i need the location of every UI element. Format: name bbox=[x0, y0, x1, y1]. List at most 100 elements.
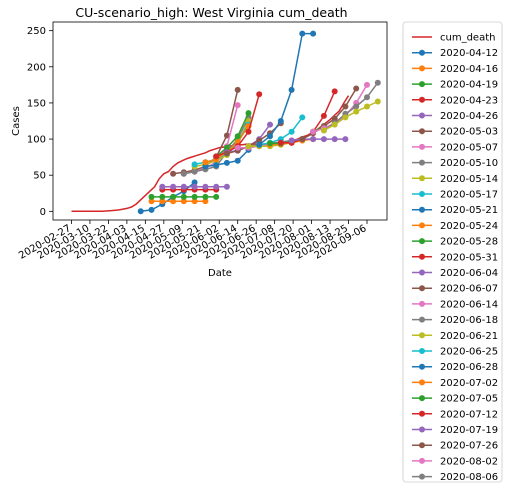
legend-swatch-marker bbox=[419, 175, 425, 182]
legend-label: 2020-08-02 bbox=[440, 456, 498, 467]
data-point bbox=[180, 170, 187, 177]
data-point bbox=[288, 86, 295, 93]
legend-label: cum_death bbox=[440, 33, 495, 44]
forecast-series bbox=[148, 198, 209, 205]
series-line bbox=[215, 112, 250, 157]
chart-title: CU-scenario_high: West Virginia cum_deat… bbox=[75, 5, 347, 20]
data-point bbox=[234, 144, 241, 151]
plot-area bbox=[71, 30, 381, 215]
data-point bbox=[267, 140, 273, 147]
legend-label: 2020-05-24 bbox=[440, 221, 498, 232]
data-point bbox=[277, 139, 284, 146]
data-point bbox=[202, 183, 209, 190]
legend-entry: 2020-08-06 bbox=[412, 472, 498, 483]
legend-swatch-marker bbox=[419, 128, 425, 135]
legend-label: 2020-07-12 bbox=[440, 409, 498, 420]
data-point bbox=[202, 159, 209, 166]
legend-label: 2020-04-16 bbox=[440, 64, 498, 75]
data-point bbox=[331, 136, 338, 143]
legend-swatch-marker bbox=[419, 112, 425, 119]
data-point bbox=[288, 128, 295, 135]
legend-entry: 2020-06-04 bbox=[412, 268, 498, 279]
legend-swatch-marker bbox=[419, 238, 425, 245]
data-point bbox=[299, 30, 306, 37]
y-tick-label: 100 bbox=[27, 135, 46, 146]
y-tick-label: 50 bbox=[33, 171, 46, 182]
data-point bbox=[223, 159, 230, 166]
legend-label: 2020-04-26 bbox=[440, 111, 498, 122]
legend-entry: 2020-04-19 bbox=[412, 80, 498, 91]
forecast-series bbox=[288, 136, 349, 144]
data-point bbox=[170, 193, 177, 200]
legend-swatch-marker bbox=[419, 332, 425, 339]
data-point bbox=[245, 110, 252, 117]
legend-swatch-marker bbox=[419, 191, 425, 197]
data-point bbox=[342, 103, 349, 110]
y-axis-ticks: 0 50 100 150 200 250 bbox=[27, 26, 53, 218]
legend-swatch-marker bbox=[419, 206, 425, 213]
data-point bbox=[159, 193, 166, 200]
data-point bbox=[159, 183, 166, 190]
x-axis-label: Date bbox=[208, 268, 232, 279]
data-point bbox=[234, 86, 241, 93]
legend-swatch-marker bbox=[419, 348, 425, 354]
data-point bbox=[170, 183, 177, 190]
data-point bbox=[310, 136, 317, 143]
data-point bbox=[213, 183, 220, 190]
legend-entry: cum_death bbox=[412, 33, 495, 44]
legend-entry: 2020-04-23 bbox=[412, 95, 498, 106]
legend-label: 2020-05-10 bbox=[440, 158, 498, 169]
legend-label: 2020-05-14 bbox=[440, 174, 498, 185]
legend-entry: 2020-04-26 bbox=[412, 111, 498, 122]
legend-label: 2020-07-19 bbox=[440, 425, 498, 436]
legend-entry: 2020-05-14 bbox=[412, 174, 498, 185]
data-point bbox=[223, 183, 230, 190]
forecast-series bbox=[277, 88, 338, 146]
legend-label: 2020-07-02 bbox=[440, 378, 498, 389]
data-point bbox=[288, 137, 295, 144]
data-point bbox=[213, 162, 220, 169]
y-tick-label: 200 bbox=[27, 62, 46, 73]
legend-entry: 2020-05-21 bbox=[412, 205, 498, 216]
x-axis-ticks: 2020-02-272020-03-102020-03-222020-04-03… bbox=[17, 220, 368, 262]
data-point bbox=[245, 143, 252, 150]
legend-entry: 2020-07-19 bbox=[412, 425, 498, 436]
data-point bbox=[234, 157, 241, 164]
legend-swatch-marker bbox=[419, 316, 425, 323]
legend-label: 2020-07-05 bbox=[440, 394, 498, 405]
legend-entry: 2020-05-24 bbox=[412, 221, 498, 232]
data-point bbox=[191, 168, 198, 175]
data-point bbox=[148, 206, 155, 213]
data-point bbox=[191, 193, 198, 200]
legend-swatch-marker bbox=[419, 81, 425, 88]
data-point bbox=[180, 193, 187, 200]
legend-label: 2020-05-03 bbox=[440, 127, 498, 138]
legend-swatch-marker bbox=[419, 65, 425, 72]
legend: cum_death 2020-04-12 2020-04-16 2020-04-19 2… bbox=[402, 21, 503, 493]
legend-entry: 2020-06-21 bbox=[412, 331, 498, 342]
data-point bbox=[191, 179, 198, 186]
legend-entry: 2020-06-18 bbox=[412, 315, 498, 326]
legend-swatch-marker bbox=[419, 159, 425, 166]
legend-entry: 2020-07-02 bbox=[412, 378, 498, 389]
data-point bbox=[223, 144, 230, 151]
data-point bbox=[331, 115, 338, 122]
legend-label: 2020-06-21 bbox=[440, 331, 498, 342]
data-point bbox=[223, 132, 230, 139]
data-point bbox=[148, 193, 155, 200]
data-point bbox=[256, 141, 263, 148]
data-point bbox=[137, 208, 144, 215]
legend-entry: 2020-04-12 bbox=[412, 48, 498, 59]
data-point bbox=[180, 198, 187, 205]
data-point bbox=[364, 94, 370, 101]
forecast-series bbox=[320, 98, 381, 134]
forecast-series bbox=[299, 85, 360, 143]
legend-swatch-marker bbox=[419, 300, 425, 307]
data-point bbox=[320, 136, 327, 143]
y-tick-label: 0 bbox=[40, 207, 46, 218]
observed-series-line bbox=[71, 95, 350, 213]
legend-swatch-marker bbox=[419, 253, 425, 260]
data-point bbox=[320, 112, 327, 119]
legend-label: 2020-05-07 bbox=[440, 142, 498, 153]
